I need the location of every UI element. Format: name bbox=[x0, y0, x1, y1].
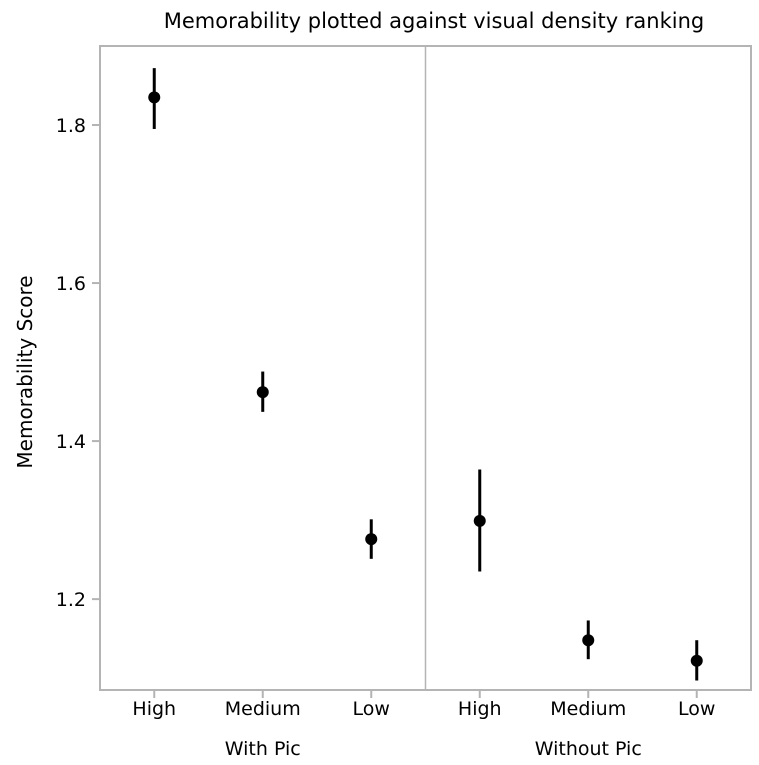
group-label: With Pic bbox=[225, 738, 301, 760]
y-tick-label: 1.8 bbox=[56, 115, 86, 137]
x-tick-label: Medium bbox=[550, 698, 626, 720]
data-point bbox=[690, 654, 703, 667]
data-point bbox=[365, 533, 378, 546]
data-point bbox=[148, 91, 161, 104]
group-label: Without Pic bbox=[535, 738, 642, 760]
x-tick-label: High bbox=[132, 698, 176, 720]
data-point bbox=[582, 634, 595, 647]
data-point bbox=[473, 514, 486, 527]
x-tick-label: Low bbox=[678, 698, 715, 720]
chart-title: Memorability plotted against visual dens… bbox=[164, 9, 705, 33]
plot-area: 1.2 1.4 1.6 1.8 High Medium Low With Pic High Med… bbox=[56, 45, 752, 760]
y-axis-label: Memorability Score bbox=[13, 275, 37, 468]
y-tick-label: 1.4 bbox=[56, 431, 86, 453]
x-tick-label: High bbox=[458, 698, 502, 720]
data-point bbox=[256, 386, 269, 399]
x-tick-label: Low bbox=[353, 698, 390, 720]
y-tick-label: 1.6 bbox=[56, 273, 86, 295]
x-tick-label: Medium bbox=[225, 698, 301, 720]
y-tick-label: 1.2 bbox=[56, 589, 86, 611]
